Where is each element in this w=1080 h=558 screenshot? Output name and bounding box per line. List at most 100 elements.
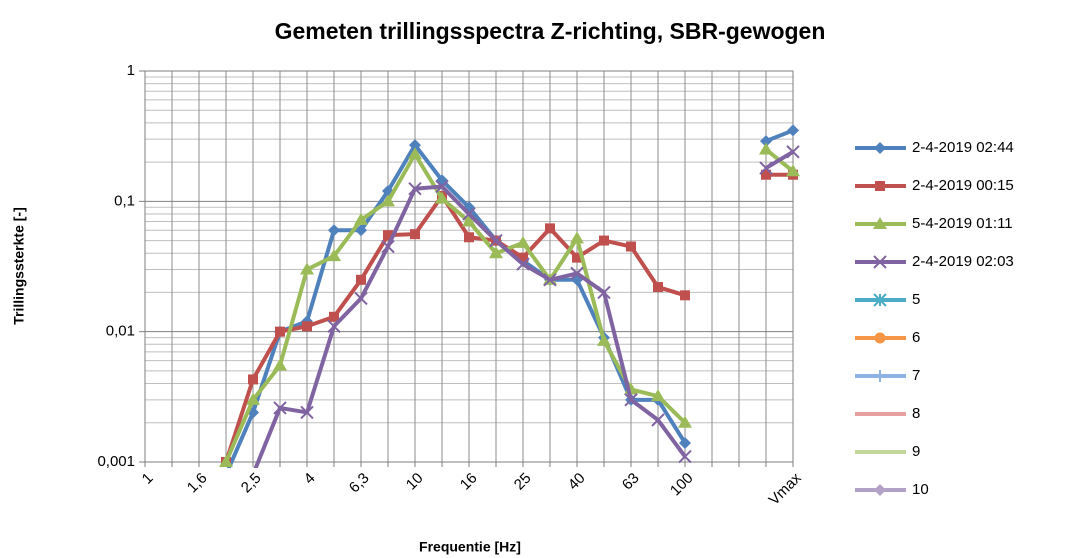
x-tick-label: Vmax [766, 469, 805, 508]
x-tick-label: 1,6 [184, 470, 211, 497]
marker [680, 290, 690, 301]
marker [489, 233, 503, 248]
marker [464, 232, 474, 243]
x-tick-label: 1 [139, 470, 157, 488]
marker [874, 370, 886, 382]
x-axis-label: Frequentie [Hz] [419, 539, 521, 555]
y-tick-label: 0,001 [97, 453, 135, 470]
marker [408, 147, 422, 160]
legend-label: 8 [912, 405, 920, 422]
marker [462, 214, 476, 227]
x-tick-label: 25 [511, 470, 535, 494]
marker [545, 223, 555, 234]
x-tick-label: 40 [565, 470, 589, 494]
marker [300, 405, 314, 420]
legend-label: 6 [912, 329, 920, 346]
marker [873, 217, 887, 229]
legend-label: 10 [912, 481, 929, 498]
marker [302, 321, 312, 332]
marker [678, 449, 692, 464]
marker [356, 274, 366, 285]
marker [570, 231, 584, 244]
legend-label: 7 [912, 367, 920, 384]
chart-title: Gemeten trillingsspectra Z-richting, SBR… [275, 18, 826, 44]
x-tick-label: 100 [667, 470, 697, 500]
y-tick-label: 0,01 [106, 323, 135, 340]
marker [219, 455, 233, 467]
marker [599, 235, 609, 246]
marker [759, 161, 773, 175]
x-tick-label: 4 [301, 470, 319, 488]
marker [408, 181, 422, 196]
marker [651, 413, 665, 427]
marker [409, 139, 421, 152]
legend-label: 5 [912, 291, 920, 308]
marker [875, 181, 885, 191]
marker [273, 358, 287, 371]
marker [516, 235, 530, 248]
marker [489, 246, 503, 259]
legend-label: 9 [912, 443, 920, 460]
marker [327, 249, 341, 262]
x-tick-label: 10 [403, 470, 427, 494]
marker [273, 401, 287, 415]
marker [759, 142, 773, 155]
marker [653, 282, 663, 293]
marker [462, 207, 476, 221]
marker [518, 252, 528, 263]
marker [300, 262, 314, 275]
marker [516, 257, 530, 271]
marker [873, 293, 887, 307]
marker [786, 164, 800, 177]
marker [597, 333, 611, 346]
marker [873, 255, 887, 269]
marker [381, 239, 395, 254]
marker [354, 291, 368, 306]
y-axis-label: Trillingssterkte [-] [11, 207, 27, 324]
marker [626, 241, 636, 252]
marker [543, 273, 557, 287]
marker [328, 224, 340, 237]
marker [874, 142, 886, 154]
legend-label: 5-4-2019 01:11 [912, 215, 1013, 232]
marker [761, 169, 771, 180]
marker [874, 484, 886, 496]
x-tick-label: 16 [457, 470, 481, 494]
marker [275, 326, 285, 337]
y-tick-label: 0,1 [114, 192, 135, 209]
marker [246, 392, 260, 405]
marker [220, 469, 232, 481]
marker [679, 436, 691, 449]
marker [678, 415, 692, 428]
x-tick-label: 6,3 [346, 470, 373, 497]
marker [570, 266, 584, 281]
marker [383, 230, 393, 241]
x-tick-label: 63 [619, 470, 643, 494]
marker [435, 179, 449, 194]
grid [139, 70, 794, 467]
marker [248, 374, 258, 385]
marker [624, 393, 638, 407]
marker [786, 145, 800, 159]
marker [651, 389, 665, 402]
marker [354, 212, 368, 225]
x-tick-label: 2,5 [238, 470, 265, 497]
legend-label: 2-4-2019 00:15 [912, 177, 1014, 194]
plot [219, 124, 800, 481]
marker [787, 124, 799, 137]
marker [572, 252, 582, 263]
legend-label: 2-4-2019 02:03 [912, 253, 1014, 270]
legend: 2-4-2019 02:44 2-4-2019 00:15 5-4-2019 01:… [855, 139, 1014, 498]
series-line [224, 172, 793, 463]
y-tick-label: 1 [127, 62, 135, 79]
marker [760, 135, 772, 148]
marker [597, 285, 611, 300]
marker [874, 332, 886, 344]
legend-label: 2-4-2019 02:44 [912, 139, 1014, 156]
marker [381, 194, 395, 207]
marker [410, 229, 420, 240]
marker [329, 311, 339, 322]
marker [327, 319, 341, 333]
marker [435, 191, 449, 204]
